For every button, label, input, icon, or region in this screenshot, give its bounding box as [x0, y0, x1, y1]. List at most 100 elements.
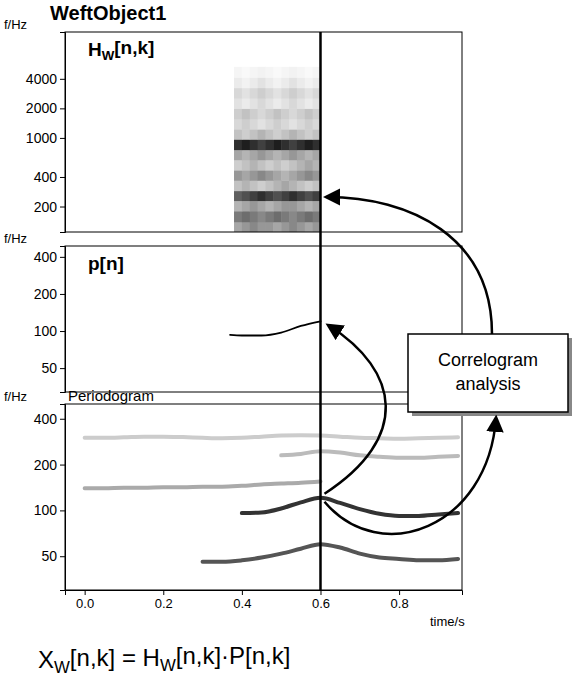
- heatmap-cell: [265, 191, 273, 201]
- panel-title: p[n]: [88, 253, 124, 274]
- heatmap-cell: [297, 222, 305, 232]
- heatmap-cell: [305, 211, 313, 222]
- y-tick: 400: [34, 411, 65, 427]
- y-axis-line: [60, 33, 66, 233]
- x-tick-label: 0.0: [76, 596, 94, 611]
- annotation-line: Correlogram: [438, 350, 538, 370]
- heatmap-cell: [242, 88, 250, 99]
- y-tick-label: 100: [34, 323, 58, 339]
- x-axis-line: [66, 591, 463, 596]
- heatmap-cell: [305, 119, 313, 130]
- heatmap-cell: [281, 98, 289, 109]
- x-axis: 0.00.20.40.60.8: [66, 590, 463, 611]
- chart-root: WeftObject1200400100020004000f/HzHW​[n,k…: [0, 0, 575, 682]
- heatmap-cell: [265, 119, 273, 130]
- heatmap-cell: [250, 77, 258, 88]
- y-tick: 50: [41, 360, 65, 376]
- heatmap-cell: [305, 129, 313, 140]
- y-tick-label: 2000: [26, 100, 57, 116]
- x-tick-mark: [242, 590, 243, 595]
- plot-frame: [65, 246, 462, 392]
- arrow: [324, 418, 496, 534]
- text-segment: X: [38, 646, 54, 673]
- series-line: [85, 435, 458, 438]
- heatmap-cell: [289, 201, 297, 212]
- y-tick: 100: [34, 502, 65, 518]
- annotation-line: analysis: [455, 374, 520, 394]
- heatmap-cell: [289, 108, 297, 119]
- heatmap-cell: [297, 160, 305, 171]
- heatmap-cell: [258, 98, 266, 109]
- heatmap-cell: [234, 119, 242, 130]
- plot-background: [65, 32, 462, 232]
- heatmap-cell: [258, 139, 266, 150]
- heatmap-cell: [242, 211, 250, 222]
- series-line: [203, 544, 458, 562]
- heatmap-cell: [305, 98, 313, 109]
- heatmap-cell: [273, 222, 281, 232]
- heatmap-cell: [234, 180, 242, 191]
- x-tick-label: 0.8: [391, 596, 409, 611]
- x-tick: 0.4: [233, 590, 251, 611]
- heatmap-cell: [250, 150, 258, 161]
- heatmap-cell: [305, 67, 313, 78]
- x-tick-mark: [163, 590, 164, 595]
- heatmap-cell: [297, 108, 305, 119]
- heatmap-cell: [234, 150, 242, 161]
- heatmap-cell: [305, 180, 313, 191]
- y-tick-label: 200: [34, 286, 58, 302]
- heatmap-cell: [258, 67, 266, 78]
- heatmap-cell: [273, 191, 281, 201]
- heatmap-cell: [273, 67, 281, 78]
- y-tick-label: 400: [34, 169, 58, 185]
- heatmap-cell: [305, 108, 313, 119]
- heatmap-cell: [265, 211, 273, 222]
- heatmap-cell: [258, 191, 266, 201]
- heatmap-cell: [265, 67, 273, 78]
- heatmap-cell: [258, 180, 266, 191]
- y-tick-label: 50: [41, 360, 57, 376]
- heatmap-cell: [289, 129, 297, 140]
- heatmap-cell: [305, 201, 313, 212]
- heatmap-cell: [297, 170, 305, 181]
- heatmap-cell: [281, 88, 289, 99]
- text-segment: [n,k] = H: [70, 644, 160, 671]
- time-cursor: [319, 32, 322, 590]
- heatmap-cell: [289, 88, 297, 99]
- heatmap-cell: [250, 191, 258, 201]
- y-axis-line: [60, 247, 66, 393]
- heatmap-cell: [281, 67, 289, 78]
- arrow: [324, 325, 385, 494]
- heatmap-cell: [265, 98, 273, 109]
- heatmap-cell: [305, 170, 313, 181]
- heatmap-cell: [242, 98, 250, 109]
- heatmap-cell: [289, 211, 297, 222]
- heatmap-cell: [273, 98, 281, 109]
- heatmap-cell: [297, 201, 305, 212]
- annotation-box: [408, 334, 568, 412]
- heatmap-cell: [234, 67, 242, 78]
- y-axis: 200400100020004000: [26, 33, 66, 233]
- heatmap-cell: [305, 191, 313, 201]
- x-tick-mark: [85, 590, 86, 595]
- heatmap-cell: [273, 77, 281, 88]
- heatmap-cell: [305, 139, 313, 150]
- heatmap-cell: [258, 211, 266, 222]
- heatmap-cell: [289, 180, 297, 191]
- heatmap-cell: [273, 201, 281, 212]
- heatmap-cell: [242, 180, 250, 191]
- heatmap-cell: [265, 170, 273, 181]
- heatmap-cell: [289, 191, 297, 201]
- y-tick-label: 1000: [26, 130, 57, 146]
- y-tick-mark: [60, 465, 65, 466]
- plot-frame: [65, 32, 462, 232]
- heatmap-cell: [297, 119, 305, 130]
- heatmap-cell: [242, 160, 250, 171]
- heatmap-cell: [289, 222, 297, 232]
- y-axis-title: f/Hz: [4, 17, 27, 32]
- heatmap-cell: [250, 119, 258, 130]
- equation: XW​[n,k] = HW​[n,k]·P[n,k]: [38, 642, 290, 677]
- y-tick: 1000: [26, 130, 65, 146]
- y-tick-label: 100: [34, 502, 58, 518]
- heatmap-cell: [242, 108, 250, 119]
